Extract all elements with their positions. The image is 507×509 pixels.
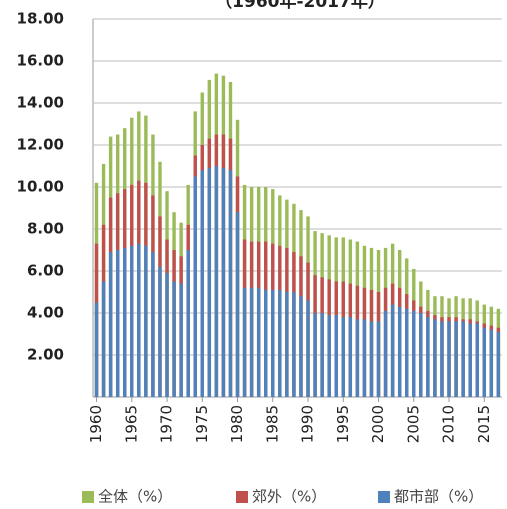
bar — [341, 317, 345, 397]
bar — [313, 313, 317, 397]
bar — [235, 212, 240, 397]
bar — [376, 321, 381, 397]
bar — [186, 250, 190, 397]
bar — [334, 315, 338, 397]
bar — [426, 317, 430, 397]
bar — [137, 243, 141, 397]
legend-label: 全体（%） — [98, 488, 172, 506]
bar — [144, 245, 148, 397]
bar — [355, 319, 360, 397]
bar — [158, 266, 162, 397]
x-tick-label: 2015 — [475, 405, 493, 443]
x-tick-label: 2010 — [440, 405, 458, 443]
bar — [454, 321, 458, 397]
bar — [383, 310, 388, 397]
y-tick-label: 18.00 — [17, 10, 64, 28]
bar — [130, 245, 134, 397]
bar — [369, 321, 374, 397]
bar — [228, 170, 233, 397]
y-tick-label: 10.00 — [17, 178, 64, 196]
x-tick-label: 1960 — [87, 405, 105, 443]
bar — [115, 250, 120, 397]
bar — [412, 310, 416, 397]
bar — [482, 327, 486, 397]
bar — [327, 315, 331, 397]
bar — [397, 306, 402, 397]
x-tick-label: 1970 — [158, 405, 176, 443]
bar — [299, 296, 303, 397]
bar — [468, 323, 472, 397]
x-tick-label: 2000 — [369, 405, 387, 443]
bar — [94, 302, 99, 397]
bar — [362, 319, 367, 397]
legend-swatch — [236, 491, 248, 503]
bar — [221, 168, 226, 397]
bar — [496, 331, 501, 397]
x-tick-label: 1995 — [334, 405, 352, 443]
bar — [320, 313, 324, 397]
bar — [172, 281, 176, 397]
bar — [108, 252, 113, 397]
bar — [271, 289, 275, 397]
x-tick-label: 1965 — [122, 405, 140, 443]
bar — [440, 321, 444, 397]
bar — [285, 292, 289, 397]
bar — [249, 287, 254, 397]
bar — [193, 176, 197, 397]
legend-label: 都市部（%） — [394, 488, 483, 506]
y-tick-label: 6.00 — [27, 262, 64, 280]
bar — [242, 287, 247, 397]
bar — [461, 321, 465, 397]
bar — [390, 304, 395, 397]
legend-swatch — [378, 491, 390, 503]
bar — [207, 168, 212, 397]
bar — [475, 323, 479, 397]
y-tick-label: 14.00 — [17, 94, 64, 112]
y-tick-label: 8.00 — [27, 220, 64, 238]
y-tick-label: 2.00 — [27, 346, 64, 364]
x-tick-label: 2005 — [404, 405, 422, 443]
bar — [419, 313, 423, 397]
y-tick-label: 4.00 — [27, 304, 64, 322]
bar — [489, 329, 494, 397]
chart-title: （1960年-2017年） — [215, 0, 385, 12]
bar — [165, 273, 169, 397]
y-tick-label: 16.00 — [17, 52, 64, 70]
bar — [256, 287, 261, 397]
y-tick-label: 12.00 — [17, 136, 64, 154]
bar — [278, 289, 282, 397]
bar — [179, 283, 183, 397]
x-tick-label: 1990 — [299, 405, 317, 443]
bar — [151, 252, 155, 397]
bar — [306, 300, 310, 397]
bar — [123, 247, 127, 397]
legend-swatch — [82, 491, 94, 503]
bar — [101, 281, 106, 397]
x-tick-label: 1975 — [193, 405, 211, 443]
bar — [405, 308, 409, 397]
bar — [447, 321, 451, 397]
bar — [433, 319, 437, 397]
bar — [200, 170, 204, 397]
x-tick-label: 1985 — [263, 405, 281, 443]
bar — [348, 317, 353, 397]
bar — [264, 289, 268, 397]
legend-label: 郊外（%） — [252, 488, 326, 506]
x-tick-label: 1980 — [228, 405, 246, 443]
bar — [292, 292, 296, 397]
bar — [214, 166, 219, 397]
